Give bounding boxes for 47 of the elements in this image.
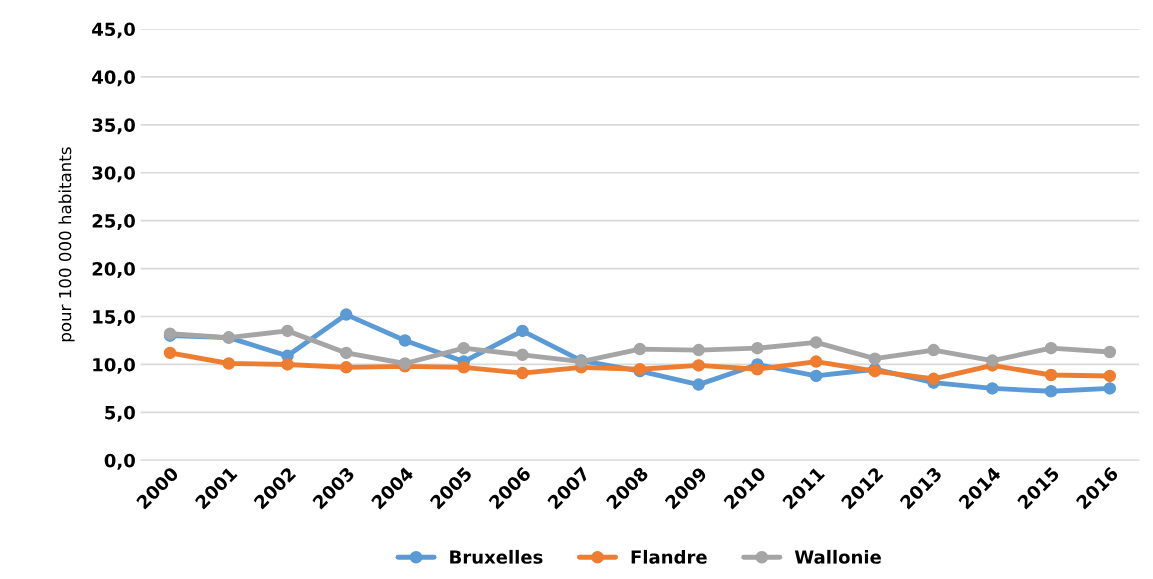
point xyxy=(339,361,353,374)
y-tick-label: 45,0 xyxy=(92,22,135,39)
y-tick-label: 0,0 xyxy=(104,453,135,470)
y-tick-label: 15,0 xyxy=(93,309,135,326)
point xyxy=(868,352,882,365)
point xyxy=(339,308,353,321)
legend-label: Wallonie xyxy=(794,549,881,564)
point xyxy=(1103,345,1117,359)
point xyxy=(398,334,412,347)
point xyxy=(809,336,823,349)
point xyxy=(751,341,764,355)
y-tick-label: 35,0 xyxy=(92,118,135,135)
point xyxy=(1103,382,1117,395)
point xyxy=(1044,385,1058,398)
legend-label: Flandre xyxy=(631,549,707,564)
point xyxy=(222,357,236,370)
y-axis-title: pour 100 000 habitants xyxy=(58,147,75,342)
point xyxy=(692,343,705,357)
point xyxy=(339,346,353,360)
point xyxy=(457,361,470,374)
y-tick-label: 40,0 xyxy=(92,70,135,87)
point xyxy=(986,354,999,367)
point xyxy=(927,343,940,357)
legend-label: Bruxelles xyxy=(450,549,543,564)
y-tick-label: 5,0 xyxy=(105,405,135,422)
point xyxy=(281,358,294,371)
y-tick-label: 25,0 xyxy=(92,214,135,231)
point xyxy=(751,362,764,376)
point xyxy=(633,342,647,356)
point xyxy=(927,372,940,386)
point xyxy=(457,341,470,355)
y-tick-label: 20,0 xyxy=(92,262,135,279)
point xyxy=(1044,368,1058,382)
point xyxy=(516,324,529,338)
point xyxy=(692,378,705,391)
point xyxy=(986,382,999,395)
point xyxy=(516,348,529,362)
point xyxy=(163,346,177,360)
point xyxy=(1103,369,1117,383)
point xyxy=(692,359,705,372)
point xyxy=(281,324,294,338)
point xyxy=(809,355,823,368)
y-tick-label: 30,0 xyxy=(92,166,135,183)
point xyxy=(809,369,823,383)
point xyxy=(1044,341,1058,355)
point xyxy=(516,366,529,380)
y-tick-label: 10,0 xyxy=(93,357,135,374)
